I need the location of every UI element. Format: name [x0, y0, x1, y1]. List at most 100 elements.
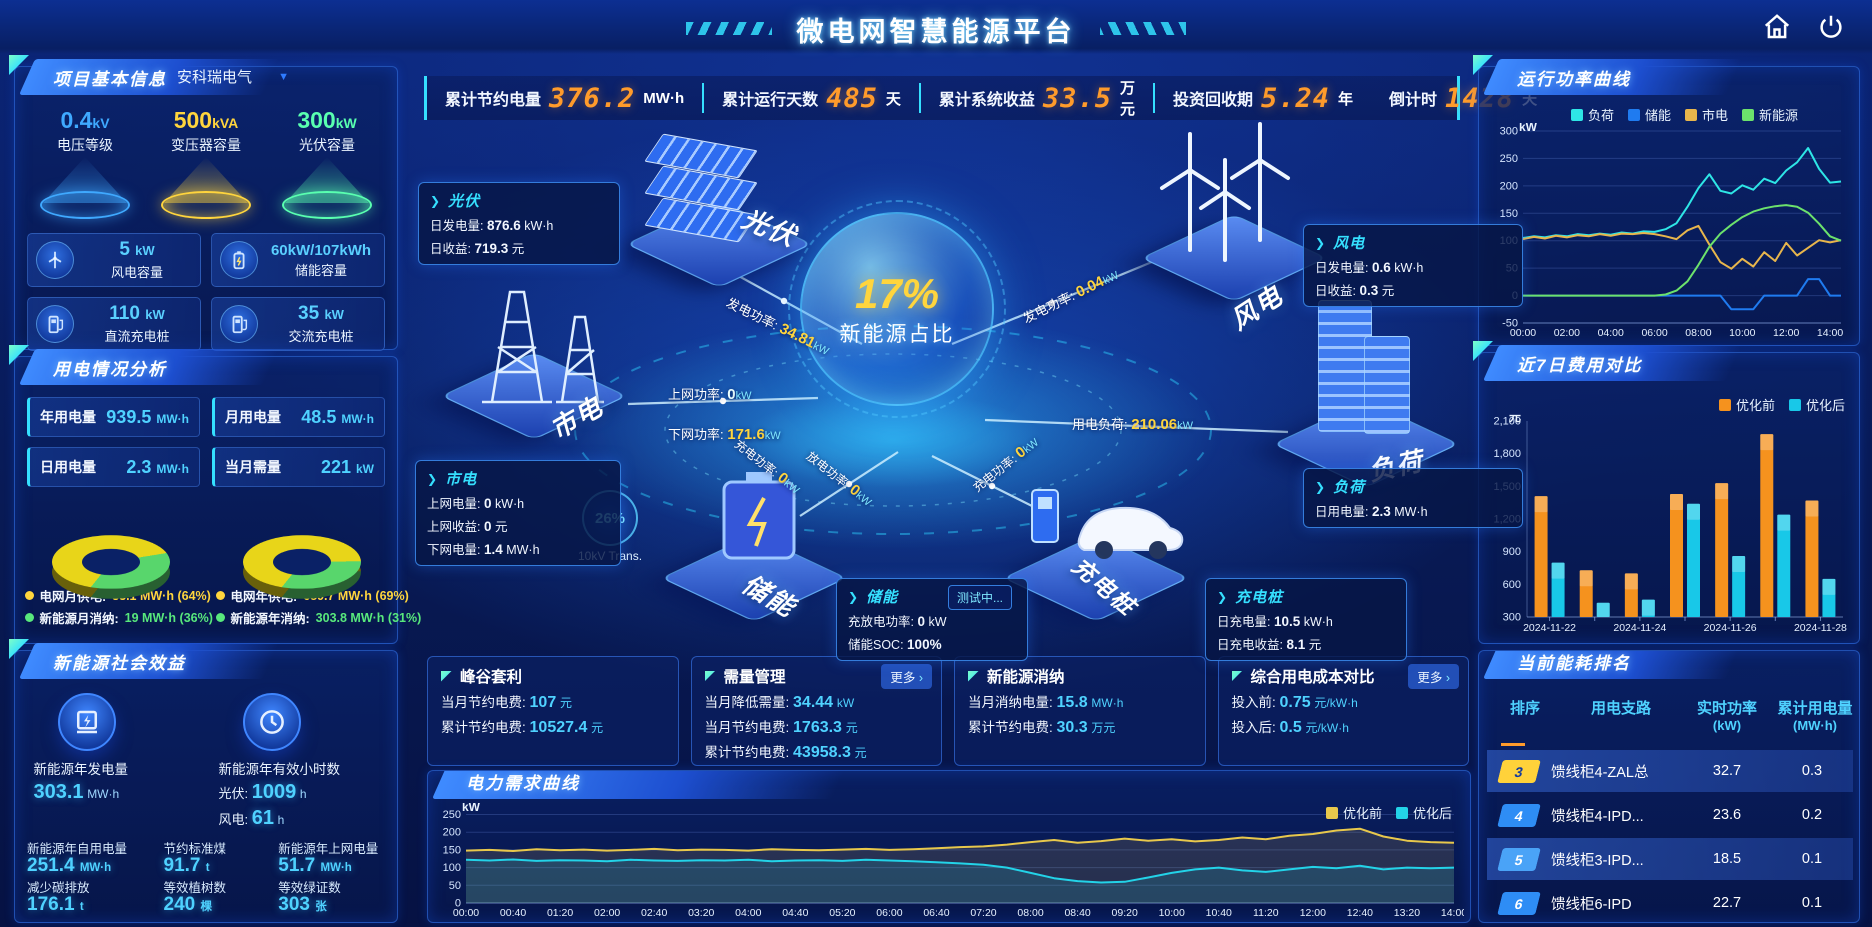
legend-item: 优化后: [1788, 395, 1845, 414]
benefit-card-row: 投入前: 0.75 元/kW·h: [1231, 694, 1358, 711]
svg-text:14:00: 14:00: [1817, 327, 1843, 339]
benefit-card-row: 当月消纳电量: 15.8 MW·h: [968, 694, 1124, 711]
capacity-card-text: 110 kW 直流充电桩: [82, 303, 192, 345]
info-box-row: 日收益: 719.3 元: [430, 241, 525, 256]
table-row[interactable]: 6 馈线柜6-IPD 22.7 0.1: [1487, 882, 1853, 922]
svg-text:10:40: 10:40: [1206, 907, 1232, 919]
svg-text:50: 50: [449, 880, 461, 892]
mini-stat-value: 251.4 MW·h: [27, 855, 112, 876]
more-button[interactable]: 更多 ›: [881, 664, 932, 689]
test-status-badge: 测试中...: [948, 585, 1013, 610]
power-curve-chart: -50050100150200250300kW00:0002:0004:0006…: [1500, 123, 1844, 339]
info-box-row: 日用电量: 2.3 MW·h: [1315, 504, 1428, 519]
legend-label: 新能源月消纳:: [39, 612, 119, 626]
ranking-header-0: 排序: [1509, 700, 1540, 717]
table-row[interactable]: 3 馈线柜4-ZAL总 32.7 0.3: [1487, 750, 1853, 792]
benefit-cards-row: 峰谷套利 当月节约电费: 107 元累计节约电费: 10527.4 元 需量管理 更多…: [427, 656, 1469, 766]
company-dropdown[interactable]: 安科瑞电气 ▼: [169, 63, 297, 90]
capacity-cards: 5 kW 风电容量 60kW/107kWh 储能容量 110 kW 直流充电桩 35 kW 交…: [15, 219, 397, 351]
legend-swatch: [1788, 398, 1801, 411]
total-energy: 0.1: [1801, 895, 1823, 911]
kpi-value: 33.5: [1042, 82, 1112, 114]
more-button[interactable]: 更多 ›: [1408, 664, 1459, 689]
mini-stat-value: 91.7 t: [163, 855, 210, 876]
info-box-row: 日充电收益: 8.1 元: [1217, 637, 1322, 652]
table-row[interactable]: 4 馈线柜4-IPD... 23.6 0.2: [1487, 794, 1853, 836]
kpi-unit: MW·h: [643, 89, 685, 107]
rank-badge: 4: [1497, 803, 1541, 827]
svg-text:1,800: 1,800: [1493, 448, 1521, 460]
info-box-title-text: 光伏: [448, 193, 481, 210]
table-row[interactable]: 5 馈线柜3-IPD... 18.5 0.1: [1487, 838, 1853, 880]
mini-stat-label: 等效绿证数: [278, 881, 341, 895]
top-header: 微电网智慧能源平台: [0, 0, 1872, 54]
home-icon[interactable]: [1762, 12, 1792, 42]
legend-item: 优化后: [1395, 803, 1452, 822]
benefit-card-row: 累计节约电费: 43958.3 元: [704, 744, 867, 761]
chevron-down-icon: ▼: [278, 70, 289, 83]
benefit-card-title-text: 峰谷套利: [460, 669, 523, 686]
capacity-card-2: 110 kW 直流充电桩: [27, 297, 201, 351]
legend-item: 电网月供电: 33.1 MW·h (64%): [24, 586, 211, 605]
legend-item: 新能源年消纳: 303.8 MW·h (31%): [215, 608, 421, 627]
svg-text:05:20: 05:20: [829, 907, 855, 919]
total-energy: 0.2: [1801, 807, 1823, 823]
storage-info-box: ❯ 储能 充放电功率: 0 kW 储能SOC: 100%: [836, 578, 1028, 661]
capacity-card-1: 60kW/107kWh 储能容量: [211, 233, 385, 287]
kpi-label: 累计运行天数: [722, 92, 819, 109]
svg-text:元: 元: [1509, 413, 1521, 424]
corner-icon: [441, 670, 452, 682]
kpi-value: 485: [826, 82, 878, 114]
corner-icon: [1231, 670, 1243, 682]
svg-text:02:00: 02:00: [1554, 327, 1580, 339]
info-box-row: 储能SOC: 100%: [848, 637, 942, 652]
info-box-row: 日收益: 0.3 元: [1315, 283, 1395, 298]
social-stat-label: 新能源年有效小时数: [218, 762, 341, 777]
legend-swatch: [1395, 806, 1408, 819]
svg-text:02:00: 02:00: [594, 907, 620, 919]
flow-wind-power: 发电功率: 0.04kW: [1020, 269, 1121, 327]
legend-item: 优化前: [1718, 395, 1775, 414]
panel-title: 运行功率曲线: [1517, 70, 1631, 89]
capacity-cones: 0.4kV 电压等级 500kVA 变压器容量 300kW 光伏容量: [15, 67, 397, 219]
usage-stat-value: 2.3 MW·h: [126, 456, 189, 477]
kpi-unit: 天: [885, 90, 901, 108]
social-stat-0: 新能源年发电量 303.1 MW·h: [34, 693, 194, 830]
legend-value: 303.8 MW·h (31%): [315, 610, 422, 625]
total-energy: 0.3: [1801, 763, 1823, 779]
benefit-card-title: 新能源消纳: [968, 665, 1192, 687]
arrow-icon: ❯: [1217, 589, 1229, 604]
power-icon[interactable]: [1816, 12, 1846, 42]
legend-label: 负荷: [1588, 108, 1615, 123]
legend-item: 市电: [1685, 105, 1728, 124]
clock-icon: [242, 693, 301, 751]
svg-text:12:00: 12:00: [1300, 907, 1326, 919]
usage-stat-label: 日用电量: [40, 459, 96, 475]
social-mini-stat-2: 新能源年上网电量 51.7 MW·h: [278, 838, 387, 877]
rank-badge: 5: [1497, 847, 1541, 871]
benefit-card-3: 综合用电成本对比 更多 › 投入前: 0.75 元/kW·h 投入后: 0.5 元/k…: [1217, 656, 1469, 766]
donut-block-1: 电网年供电: 689.7 MW·h (69%) 新能源年消纳: 303.8 MW·h …: [215, 497, 421, 627]
kpi-unit: 年: [1338, 90, 1354, 108]
benefit-card-row: 当月节约电费: 1763.3 元: [704, 719, 858, 736]
info-box-title-text: 储能: [866, 589, 899, 606]
realtime-power: 22.7: [1712, 895, 1742, 911]
mini-stat-label: 减少碳排放: [27, 881, 90, 895]
legend-swatch: [1742, 108, 1755, 121]
battery-storage-icon: [722, 472, 796, 560]
info-box-row: 下网电量: 1.4 MW·h: [427, 542, 540, 557]
usage-stat-value: 48.5 MW·h: [301, 406, 374, 427]
cone-value: 500kVA: [173, 107, 239, 133]
kpi-item-2: 累计系统收益 33.5 万元: [921, 80, 1155, 118]
info-box-row: 充放电功率: 0 kW: [848, 614, 947, 629]
benefit-card-1: 需量管理 更多 › 当月降低需量: 34.44 kW 当月节约电费: 1763.3 元…: [690, 656, 942, 766]
corner-icon: [704, 670, 716, 682]
load-info-box: ❯ 负荷 日用电量: 2.3 MW·h: [1303, 468, 1523, 528]
panel-demand-curve: 电力需求曲线 优化前 优化后 0 50 100 150 200 250 kW 00:00 00:4…: [427, 770, 1471, 923]
corner-icon: [1479, 651, 1493, 659]
corner-icon: [428, 771, 442, 779]
svg-text:10:00: 10:00: [1159, 907, 1185, 919]
info-box-title-text: 风电: [1333, 235, 1366, 252]
arrow-icon: ❯: [1315, 479, 1327, 494]
legend-swatch: [1685, 108, 1698, 121]
